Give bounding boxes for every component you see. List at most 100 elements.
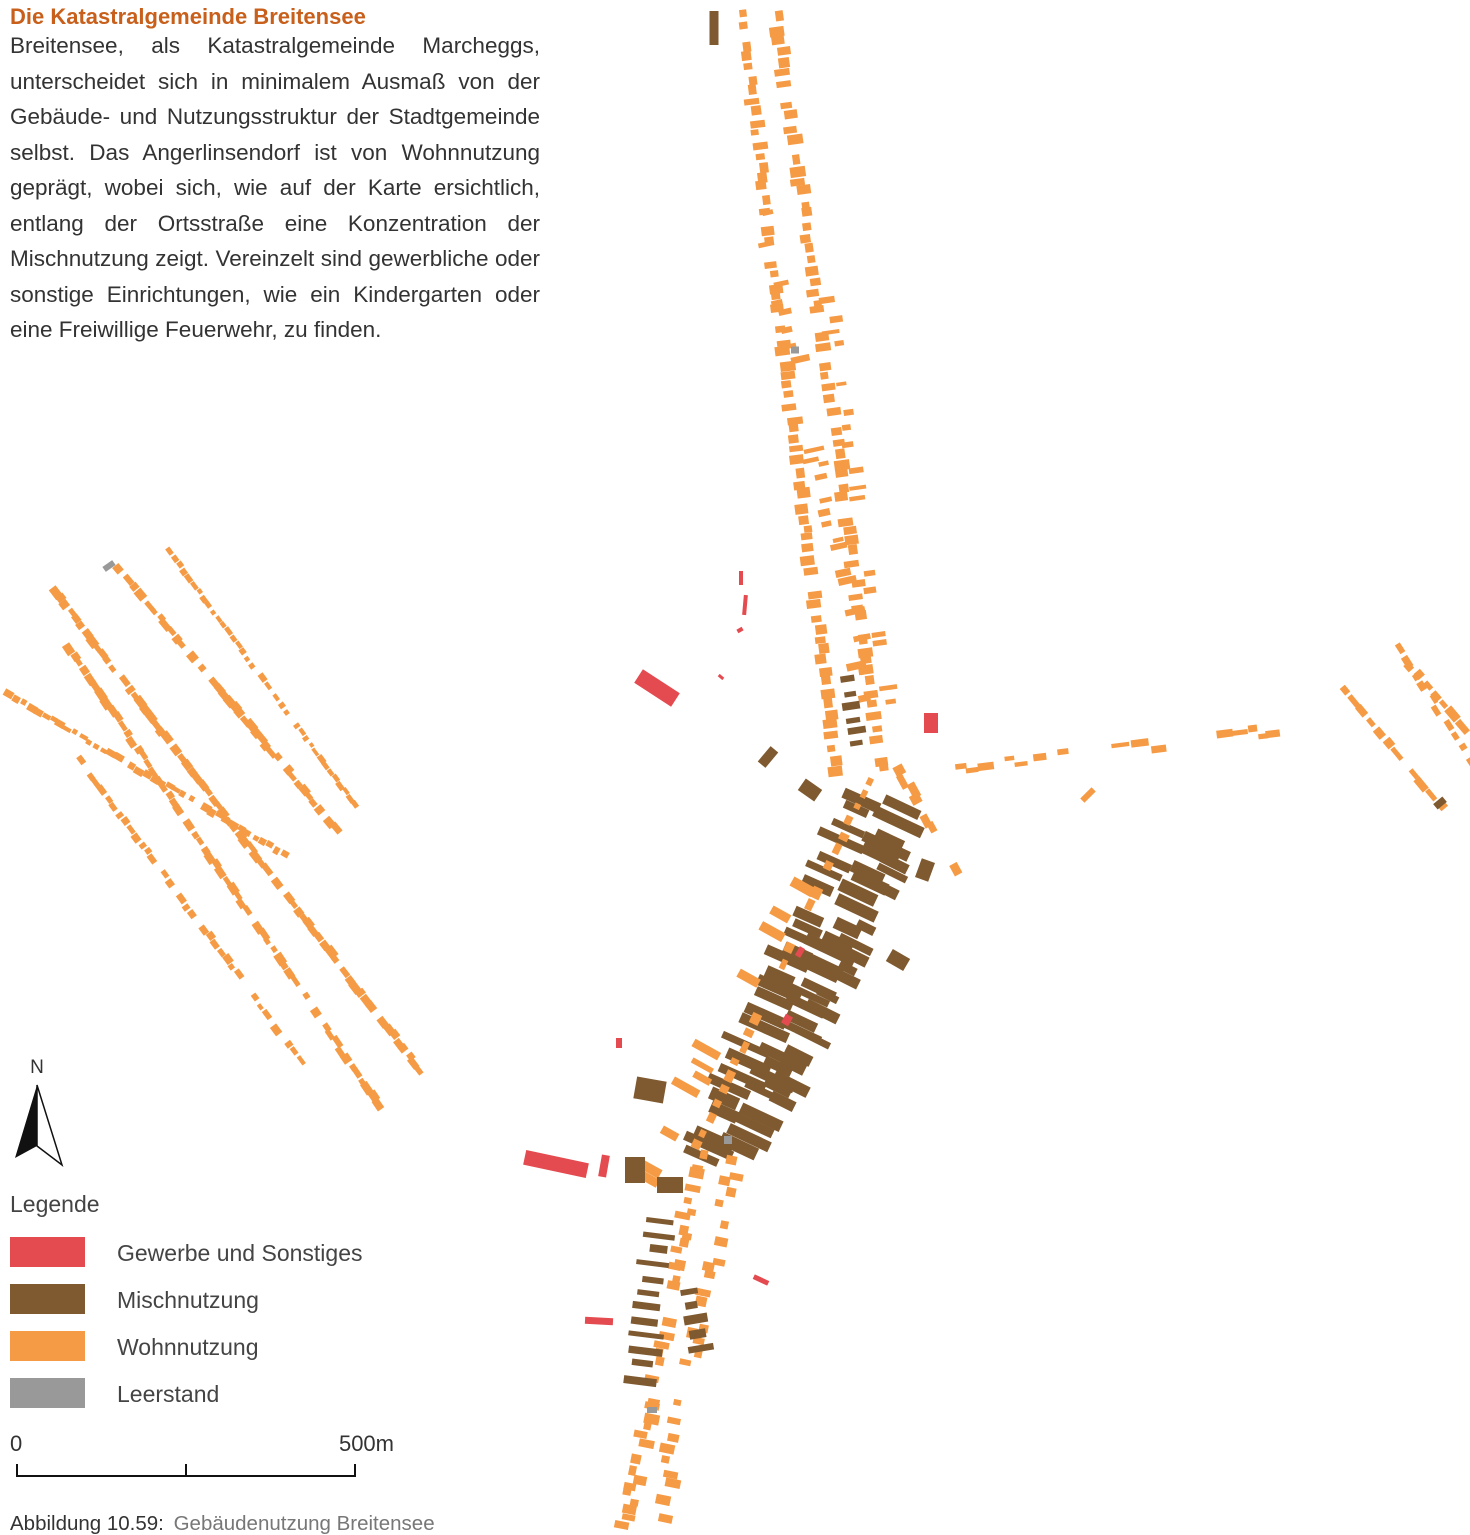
building (755, 180, 767, 190)
arrow-left (15, 1085, 37, 1158)
building (834, 340, 844, 346)
building (165, 878, 175, 888)
building (819, 362, 831, 371)
building (1340, 685, 1351, 696)
building (673, 1399, 682, 1406)
building (814, 654, 826, 665)
building (892, 763, 906, 777)
building (658, 1513, 673, 1524)
building (280, 849, 290, 858)
building (1265, 729, 1280, 738)
building (849, 495, 865, 502)
building (955, 763, 967, 770)
building (750, 120, 765, 129)
building (815, 624, 827, 635)
building (1425, 788, 1437, 801)
building (108, 664, 116, 673)
legend-swatch (10, 1331, 85, 1361)
building (118, 720, 128, 731)
building (718, 674, 725, 680)
building (798, 779, 822, 802)
building (848, 544, 858, 555)
building (780, 102, 792, 110)
building (819, 296, 835, 305)
building (758, 746, 779, 768)
building (636, 1259, 669, 1268)
building (748, 76, 757, 86)
building (1033, 753, 1047, 762)
building (819, 496, 832, 503)
map: N Legende Gewerbe und SonstigesMischnutz… (0, 0, 1470, 1535)
building (762, 195, 771, 205)
building (714, 1236, 728, 1247)
building (714, 1199, 723, 1207)
building (725, 1187, 736, 1198)
building (182, 818, 195, 832)
building (119, 674, 131, 687)
building (829, 315, 843, 323)
building (753, 1274, 770, 1285)
building (176, 893, 187, 905)
building (771, 34, 785, 45)
building (646, 1217, 674, 1225)
building (885, 699, 896, 705)
arrow-right (37, 1085, 62, 1165)
building (186, 650, 199, 663)
building (1131, 738, 1149, 748)
building (691, 1057, 714, 1073)
building (790, 354, 810, 364)
building (840, 675, 855, 683)
building (764, 261, 777, 269)
building (257, 1003, 264, 1010)
building (1431, 705, 1442, 717)
building (298, 727, 306, 736)
building (692, 1070, 712, 1085)
building (523, 1150, 589, 1178)
building (1216, 729, 1233, 739)
building (143, 759, 152, 769)
building (808, 591, 823, 600)
building (1451, 731, 1460, 741)
building (850, 740, 863, 747)
building (800, 555, 815, 566)
building (857, 647, 873, 658)
building (1004, 756, 1014, 762)
legend-swatch (10, 1378, 85, 1408)
building (802, 456, 819, 464)
building (801, 207, 812, 217)
building (775, 10, 784, 21)
building (272, 846, 281, 855)
building (744, 98, 760, 106)
building (794, 503, 808, 514)
building (670, 1245, 682, 1253)
building (815, 342, 831, 352)
building (293, 722, 301, 729)
building (224, 626, 233, 636)
building (598, 1154, 610, 1177)
building (1455, 719, 1470, 735)
building (807, 255, 816, 263)
building (806, 599, 821, 609)
page: Gebäudenutzung Breitensee {"header":{"ti… (0, 0, 1470, 1535)
building (634, 669, 680, 706)
building (311, 747, 319, 756)
building (71, 728, 78, 735)
building (270, 1023, 282, 1036)
building (820, 372, 829, 380)
building (739, 571, 743, 585)
building (310, 1006, 322, 1018)
building (801, 532, 813, 540)
building (671, 1076, 701, 1097)
building (628, 1465, 637, 1476)
building (774, 68, 790, 77)
building (842, 424, 851, 431)
building (806, 289, 819, 298)
building (814, 473, 827, 481)
building (778, 57, 790, 68)
building (798, 515, 809, 525)
building (662, 1317, 677, 1328)
building (872, 725, 882, 732)
building (20, 698, 27, 706)
building (831, 427, 842, 436)
building (251, 992, 260, 1001)
